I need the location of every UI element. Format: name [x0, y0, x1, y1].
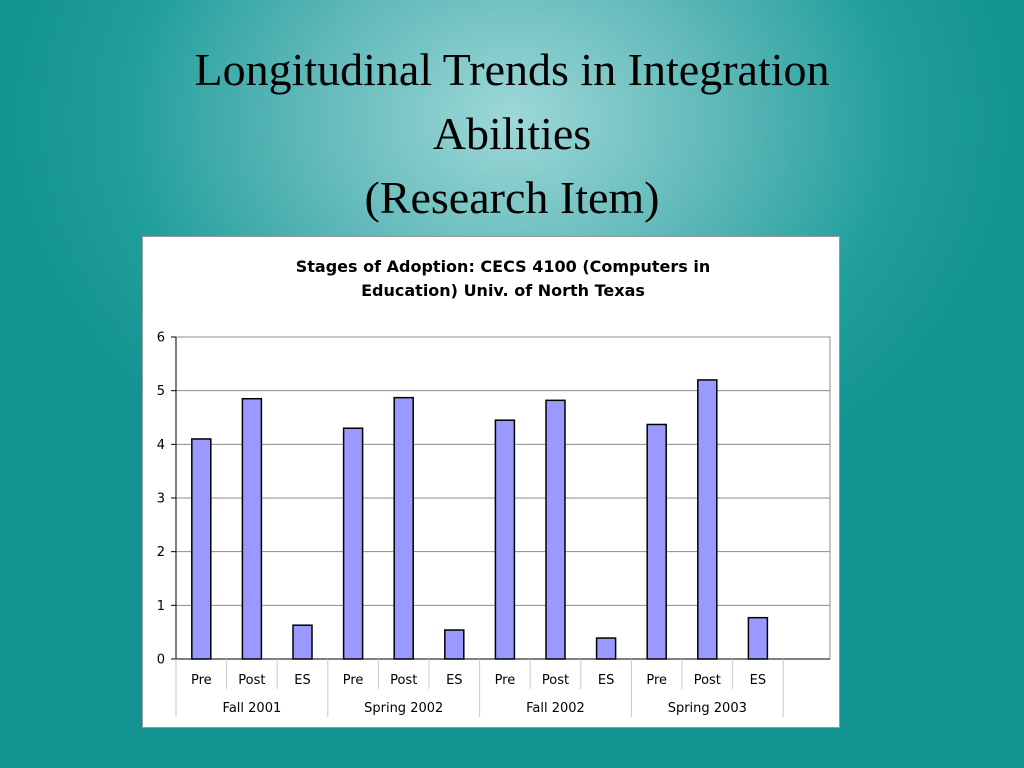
x-category-label: ES — [446, 673, 462, 688]
x-category-label: ES — [750, 673, 766, 688]
bar — [342, 427, 364, 660]
x-category-label: Pre — [343, 673, 364, 688]
chart-panel: Stages of Adoption: CECS 4100 (Computers… — [142, 236, 840, 728]
x-category-label: Pre — [191, 673, 212, 688]
bar — [191, 438, 212, 660]
bar — [494, 419, 516, 660]
y-tick-label: 6 — [157, 331, 165, 346]
y-tick-label: 0 — [157, 653, 165, 668]
y-tick-label: 3 — [157, 492, 165, 507]
x-category-label: Pre — [495, 673, 516, 688]
y-tick-label: 4 — [157, 438, 165, 453]
x-category-label: Pre — [646, 673, 667, 688]
x-category-label: Post — [238, 673, 265, 688]
slide-title: Longitudinal Trends in Integration Abili… — [0, 38, 1024, 230]
chart-title-line-1: Stages of Adoption: CECS 4100 (Computers… — [295, 257, 711, 276]
bar — [747, 616, 769, 660]
x-group-label: Spring 2003 — [668, 701, 747, 716]
slide-title-line-1: Longitudinal Trends in Integration — [194, 44, 830, 95]
slide-title-line-3: (Research Item) — [364, 172, 660, 223]
bar — [292, 624, 313, 660]
bar-chart: 0 1 2 3 4 5 6 Pre Post ES Pre Post ES Pre Post ES Pre Pos… — [157, 331, 831, 717]
slide-title-line-2: Abilities — [432, 108, 592, 159]
bar — [646, 423, 667, 660]
chart-title: Stages of Adoption: CECS 4100 (Computers… — [203, 255, 803, 303]
bar — [545, 399, 566, 660]
bar — [697, 379, 718, 660]
bar — [595, 637, 617, 660]
y-tick-label: 2 — [157, 545, 165, 560]
x-category-label: Post — [390, 673, 417, 688]
x-group-label: Spring 2002 — [364, 701, 443, 716]
x-group-label: Fall 2002 — [526, 701, 585, 716]
y-tick-label: 5 — [157, 384, 165, 399]
bar — [444, 629, 465, 660]
x-group-label: Fall 2001 — [223, 701, 282, 716]
x-category-label: Post — [694, 673, 721, 688]
x-category-label: ES — [294, 673, 310, 688]
bar — [241, 397, 263, 660]
y-tick-label: 1 — [157, 599, 165, 614]
bar — [393, 396, 414, 660]
chart-title-line-2: Education) Univ. of North Texas — [361, 281, 645, 300]
x-category-label: ES — [598, 673, 614, 688]
x-category-label: Post — [542, 673, 569, 688]
